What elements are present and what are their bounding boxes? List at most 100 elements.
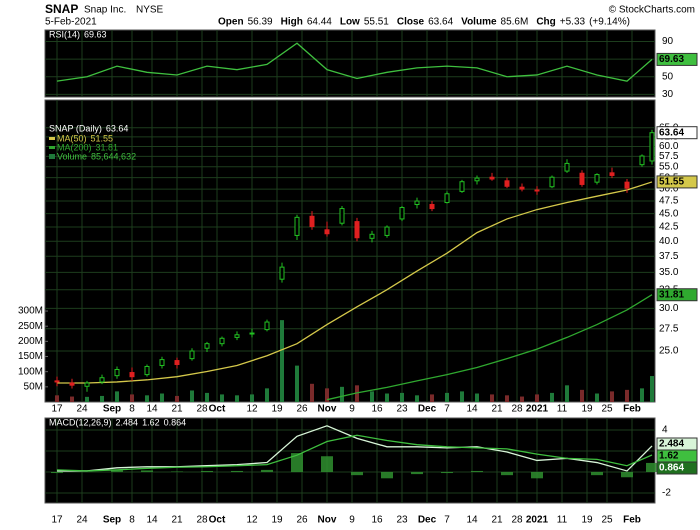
close-label: Close: [397, 17, 425, 28]
candle-body: [504, 180, 510, 187]
value-box-label: 51.55: [659, 177, 684, 188]
candle-body: [339, 208, 345, 224]
volume-bar: [325, 388, 329, 402]
value-box: [656, 175, 698, 189]
change-value: +5.33: [560, 17, 586, 28]
histogram-bar: [621, 472, 633, 478]
volume-bar: [115, 391, 119, 402]
x-tick-label: 23: [396, 515, 408, 526]
y-tick-label: 47.5: [659, 196, 679, 207]
panel-title: MACD(12,26,9): [49, 417, 112, 427]
y2-tick-label: 300M: [18, 306, 43, 317]
legend-name: MA(50): [57, 133, 87, 143]
x-tick-label: Nov: [318, 515, 337, 526]
candle-body: [594, 174, 600, 183]
x-tick-label: 14: [146, 404, 158, 415]
volume-bar: [235, 395, 239, 402]
candle-body: [234, 334, 240, 338]
histogram-bar: [171, 471, 183, 473]
volume-bar: [445, 392, 449, 402]
candle-body: [204, 343, 210, 349]
legend-swatch: [49, 154, 55, 159]
candle-body: [294, 216, 300, 236]
candle-body: [264, 321, 270, 331]
candle-body: [114, 368, 120, 377]
candle-body: [309, 215, 315, 227]
volume-bar: [370, 391, 374, 402]
volume-bar: [355, 385, 359, 402]
candle-body: [414, 200, 420, 206]
x-tick-label: Feb: [623, 515, 641, 526]
x-tick-label: 26: [296, 404, 308, 415]
y2-tick-label: 250M: [18, 321, 43, 332]
x-tick-label: 11: [557, 515, 568, 526]
y-tick-label: 90: [662, 36, 674, 47]
volume-bar: [535, 394, 539, 402]
series-line: [57, 425, 653, 472]
candle-body: [609, 172, 615, 176]
volume-bar: [550, 392, 554, 402]
value-box-label: 31.81: [659, 289, 684, 300]
histogram-bar: [471, 470, 483, 473]
candle-body: [519, 186, 525, 190]
y-tick-label: 25.0: [659, 346, 679, 357]
candle-body: [534, 189, 540, 192]
candle-body: [459, 181, 465, 192]
low-label: Low: [340, 17, 360, 28]
volume-bar: [205, 392, 209, 402]
histogram-bar: [261, 469, 273, 473]
x-tick-label: 16: [371, 515, 383, 526]
value-box: [656, 461, 698, 475]
x-tick-label: 8: [129, 404, 135, 415]
value-box-label: 63.64: [659, 127, 684, 138]
legend-value: 85,644,632: [91, 151, 136, 161]
histogram-bar: [51, 472, 63, 474]
candle-body: [219, 337, 225, 345]
legend-swatch: [49, 146, 55, 149]
volume-bar: [175, 395, 179, 402]
legend-value: 51.55: [91, 133, 114, 143]
y-tick-label: 57.5: [659, 151, 679, 162]
volume-bar: [490, 394, 494, 402]
x-tick-label: 28: [511, 404, 523, 415]
candle-body: [99, 377, 105, 383]
histogram-bar: [141, 470, 153, 473]
price-panel: [44, 99, 656, 403]
volume-bar: [520, 396, 524, 402]
x-tick-label: Dec: [418, 515, 437, 526]
y-tick-label: 50: [662, 71, 674, 82]
volume-bar: [460, 391, 464, 402]
volume-bar: [130, 394, 134, 402]
x-tick-label: 21: [491, 515, 503, 526]
candle-body: [324, 229, 330, 235]
series-line: [57, 181, 653, 384]
y2-tick-label: 50M: [24, 381, 43, 392]
candle-body: [84, 382, 90, 387]
candle-body: [54, 380, 60, 383]
x-tick-label: 24: [76, 515, 88, 526]
histogram-bar: [646, 462, 658, 473]
volume-bar: [610, 391, 614, 402]
legend-value: 31.81: [96, 142, 119, 152]
y2-tick-label: 200M: [18, 336, 43, 347]
candle-body: [564, 162, 570, 172]
x-tick-label: 26: [296, 515, 308, 526]
x-tick-label: 19: [581, 404, 593, 415]
histogram-bar: [291, 453, 303, 473]
candle-body: [649, 132, 655, 162]
candle-body: [579, 172, 585, 185]
x-tick-label: 9: [349, 515, 355, 526]
volume-bar: [595, 393, 599, 402]
x-tick-label: 14: [466, 515, 478, 526]
legend-name: SNAP (Daily): [49, 123, 102, 133]
low-value: 55.51: [364, 17, 389, 28]
x-tick-label: 7: [444, 515, 450, 526]
volume-bar: [400, 392, 404, 402]
legend-name: MA(200): [57, 142, 92, 152]
panel-legend-value: 0.864: [164, 417, 187, 427]
volume-bar: [280, 320, 284, 402]
candle-body: [189, 350, 195, 360]
volume-bar: [145, 395, 149, 402]
x-tick-label: 2021: [526, 404, 549, 415]
x-tick-label: 8: [129, 515, 135, 526]
